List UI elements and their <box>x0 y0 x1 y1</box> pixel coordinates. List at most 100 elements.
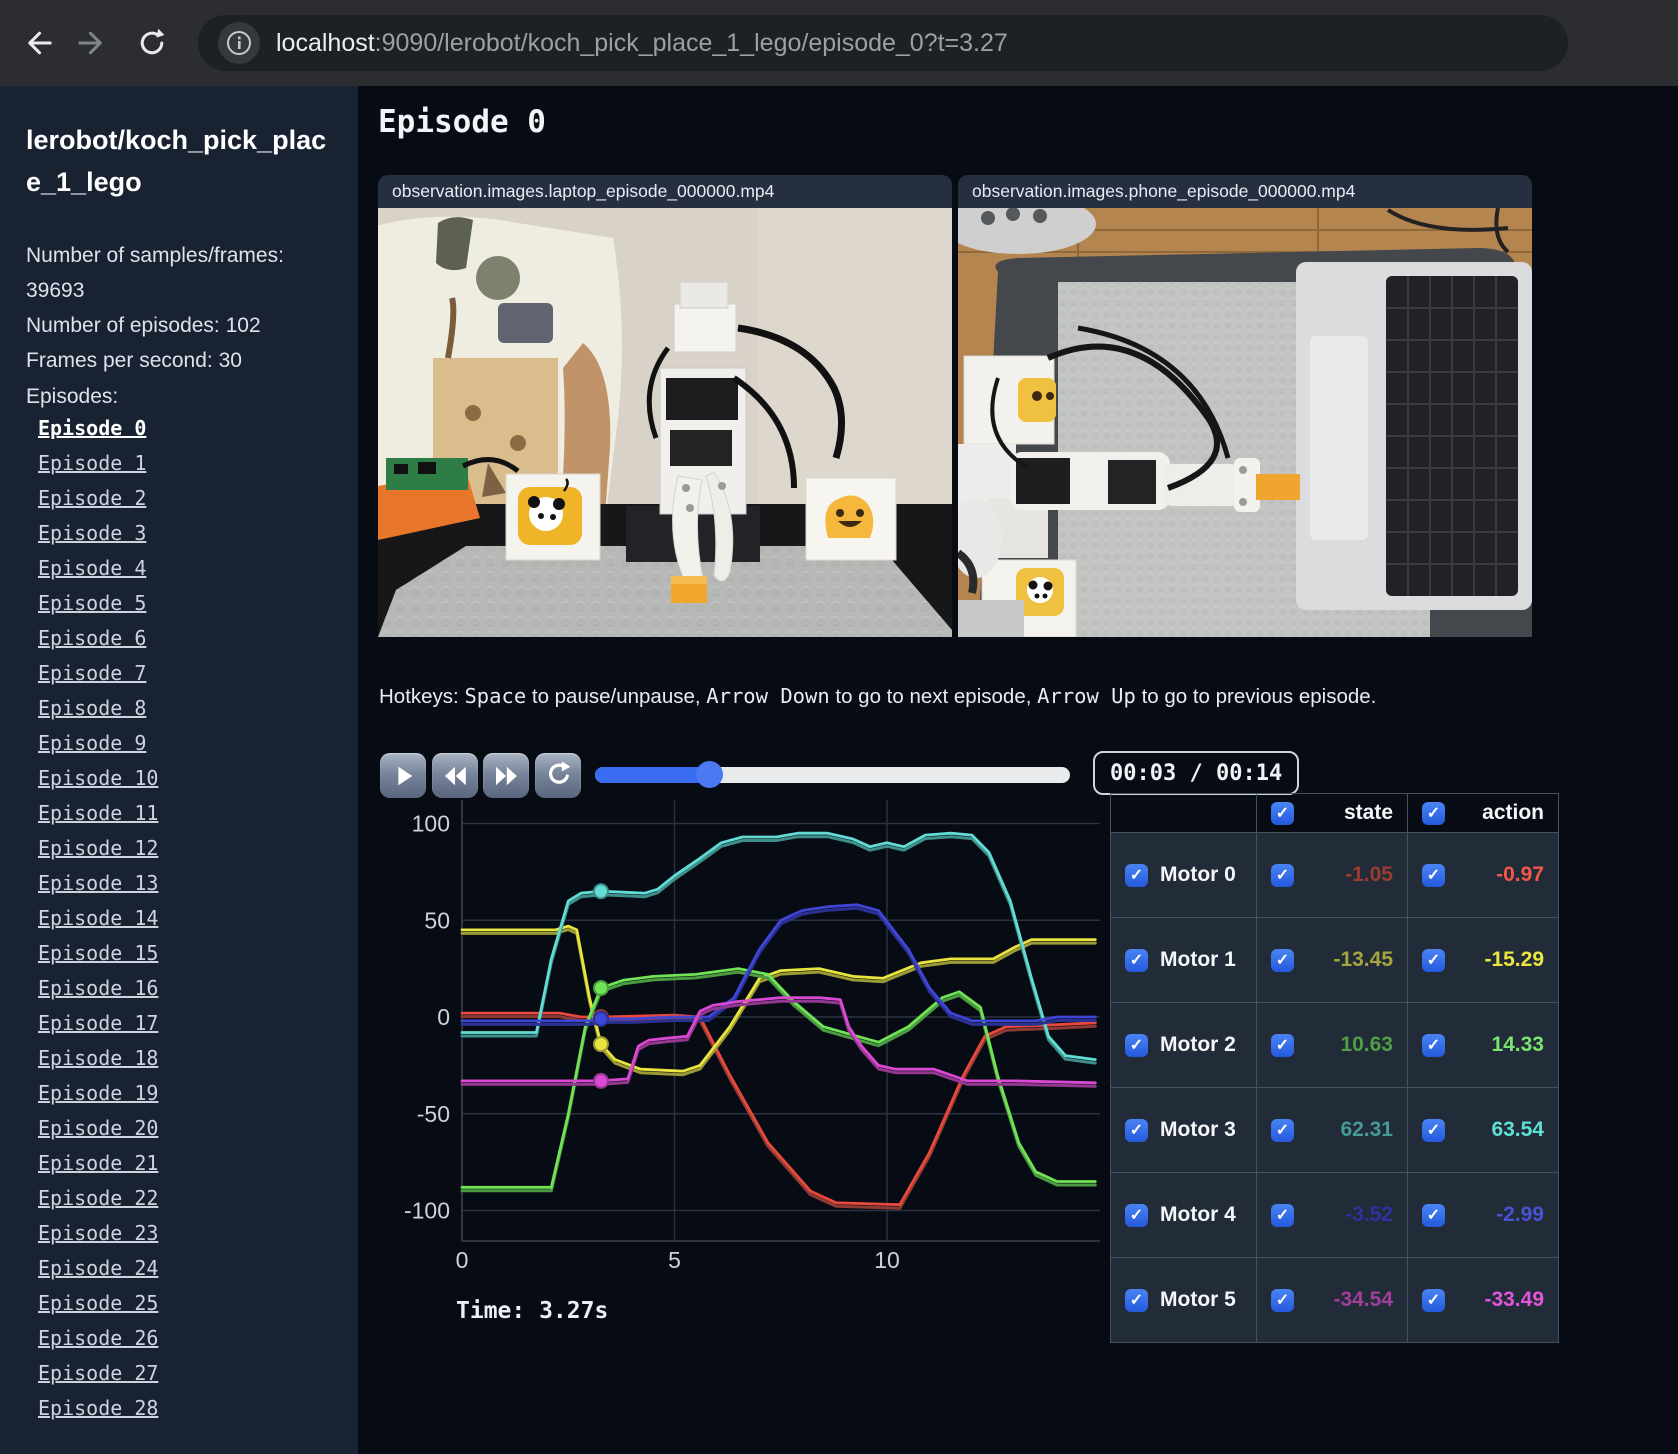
episode-link[interactable]: Episode 2 <box>38 486 147 511</box>
checkbox[interactable]: ✓ <box>1271 1118 1294 1142</box>
hotkey-text: to pause/unpause, <box>526 685 707 708</box>
episode-link[interactable]: Episode 17 <box>38 1011 159 1036</box>
episode-link[interactable]: Episode 11 <box>38 801 159 826</box>
motor-label: Motor 2 <box>1160 1033 1236 1056</box>
table-row: ✓ Motor 2 ✓ 10.63 ✓ 14.33 <box>1110 1002 1559 1088</box>
current-time-marker <box>592 979 609 996</box>
episode-link[interactable]: Episode 8 <box>38 696 147 721</box>
y-tick-label: 100 <box>412 811 450 837</box>
seek-slider-fill <box>595 767 709 783</box>
y-tick-label: -100 <box>404 1198 450 1224</box>
checkbox[interactable]: ✓ <box>1125 1288 1148 1312</box>
state-value: -3.52 <box>1345 1203 1393 1226</box>
episode-link[interactable]: Episode 16 <box>38 976 159 1001</box>
url-text: localhost:9090/lerobot/koch_pick_place_1… <box>276 28 1008 57</box>
y-tick-label: 50 <box>424 907 450 933</box>
hotkey-text: Hotkeys: <box>379 685 465 708</box>
state-column-checkbox[interactable]: ✓ <box>1271 801 1294 825</box>
y-tick-label: 0 <box>437 1004 450 1030</box>
checkbox[interactable]: ✓ <box>1271 863 1294 887</box>
series-state-motor-0 <box>460 1015 1097 1210</box>
episode-link[interactable]: Episode 9 <box>38 731 147 756</box>
episode-link[interactable]: Episode 19 <box>38 1081 159 1106</box>
episode-link[interactable]: Episode 21 <box>38 1151 159 1176</box>
checkbox[interactable]: ✓ <box>1125 948 1148 972</box>
dataset-title: lerobot/koch_pick_place_1_lego <box>26 125 327 197</box>
episode-link[interactable]: Episode 0 <box>38 416 147 441</box>
reload-icon[interactable] <box>130 21 174 65</box>
checkbox[interactable]: ✓ <box>1422 1033 1445 1057</box>
episode-link[interactable]: Episode 25 <box>38 1291 159 1316</box>
seek-slider[interactable] <box>595 761 1070 788</box>
checkbox[interactable]: ✓ <box>1125 1203 1148 1227</box>
episode-link[interactable]: Episode 3 <box>38 521 147 546</box>
checkbox[interactable]: ✓ <box>1422 1288 1445 1312</box>
play-button[interactable] <box>380 753 426 798</box>
episode-link[interactable]: Episode 27 <box>38 1361 159 1386</box>
episode-link[interactable]: Episode 22 <box>38 1186 159 1211</box>
hotkey-text: to go to previous episode. <box>1135 685 1377 708</box>
motor-label: Motor 5 <box>1160 1288 1236 1311</box>
sidebar: lerobot/koch_pick_place_1_lego Number of… <box>0 86 358 1454</box>
episode-link[interactable]: Episode 23 <box>38 1221 159 1246</box>
video-panel-phone: observation.images.phone_episode_000000.… <box>958 175 1532 637</box>
main-content: Episode 0 observation.images.laptop_epis… <box>358 86 1678 1454</box>
checkbox[interactable]: ✓ <box>1422 1203 1445 1227</box>
episode-link[interactable]: Episode 15 <box>38 941 159 966</box>
x-tick-label: 0 <box>456 1247 469 1273</box>
x-tick-label: 10 <box>874 1247 900 1273</box>
episodes-label: Episodes: <box>26 384 119 408</box>
page-title: Episode 0 <box>378 104 546 140</box>
episode-link[interactable]: Episode 7 <box>38 661 147 686</box>
chart-time-label: Time: 3.27s <box>456 1298 609 1324</box>
back-icon[interactable] <box>14 21 58 65</box>
episode-link[interactable]: Episode 12 <box>38 836 159 861</box>
action-value: -2.99 <box>1496 1203 1544 1226</box>
checkbox[interactable]: ✓ <box>1125 863 1148 887</box>
episode-link[interactable]: Episode 5 <box>38 591 147 616</box>
checkbox[interactable]: ✓ <box>1125 1033 1148 1057</box>
checkbox[interactable]: ✓ <box>1271 1033 1294 1057</box>
browser-toolbar: localhost:9090/lerobot/koch_pick_place_1… <box>0 0 1678 86</box>
checkbox[interactable]: ✓ <box>1271 948 1294 972</box>
fast-forward-button[interactable] <box>483 753 529 798</box>
episode-link[interactable]: Episode 10 <box>38 766 159 791</box>
episode-link[interactable]: Episode 14 <box>38 906 159 931</box>
checkbox[interactable]: ✓ <box>1271 1203 1294 1227</box>
checkbox[interactable]: ✓ <box>1422 948 1445 972</box>
episode-link[interactable]: Episode 4 <box>38 556 147 581</box>
phone-camera-video <box>958 208 1532 637</box>
forward-icon[interactable] <box>72 21 116 65</box>
episode-link[interactable]: Episode 18 <box>38 1046 159 1071</box>
url-bar[interactable]: localhost:9090/lerobot/koch_pick_place_1… <box>198 15 1568 71</box>
video-panel-laptop: observation.images.laptop_episode_000000… <box>378 175 952 637</box>
episode-link[interactable]: Episode 26 <box>38 1326 159 1351</box>
checkbox[interactable]: ✓ <box>1125 1118 1148 1142</box>
rewind-button[interactable] <box>431 753 478 798</box>
series-action-motor-5 <box>460 996 1097 1085</box>
stat-line: Number of episodes: 102 <box>26 314 261 338</box>
checkbox[interactable]: ✓ <box>1422 863 1445 887</box>
table-row: ✓ Motor 5 ✓ -34.54 ✓ -33.49 <box>1110 1257 1559 1343</box>
hotkey-text: to go to next episode, <box>829 685 1038 708</box>
episode-link[interactable]: Episode 6 <box>38 626 147 651</box>
site-info-icon[interactable] <box>218 22 260 64</box>
action-column-checkbox[interactable]: ✓ <box>1422 801 1445 825</box>
episode-link[interactable]: Episode 13 <box>38 871 159 896</box>
loop-icon <box>548 760 570 784</box>
current-time-marker <box>592 1010 609 1027</box>
hotkey-key: Space <box>464 684 527 708</box>
action-value: -0.97 <box>1496 863 1544 886</box>
current-time-marker <box>592 1072 609 1089</box>
episode-link[interactable]: Episode 24 <box>38 1256 159 1281</box>
episode-link[interactable]: Episode 1 <box>38 451 147 476</box>
episode-link[interactable]: Episode 20 <box>38 1116 159 1141</box>
seek-slider-thumb[interactable] <box>696 761 723 788</box>
episode-link[interactable]: Episode 28 <box>38 1396 159 1421</box>
checkbox[interactable]: ✓ <box>1271 1288 1294 1312</box>
checkbox[interactable]: ✓ <box>1422 1118 1445 1142</box>
time-display: 00:03 / 00:14 <box>1093 751 1300 795</box>
motor-label: Motor 4 <box>1160 1203 1236 1226</box>
loop-button[interactable] <box>534 753 581 798</box>
